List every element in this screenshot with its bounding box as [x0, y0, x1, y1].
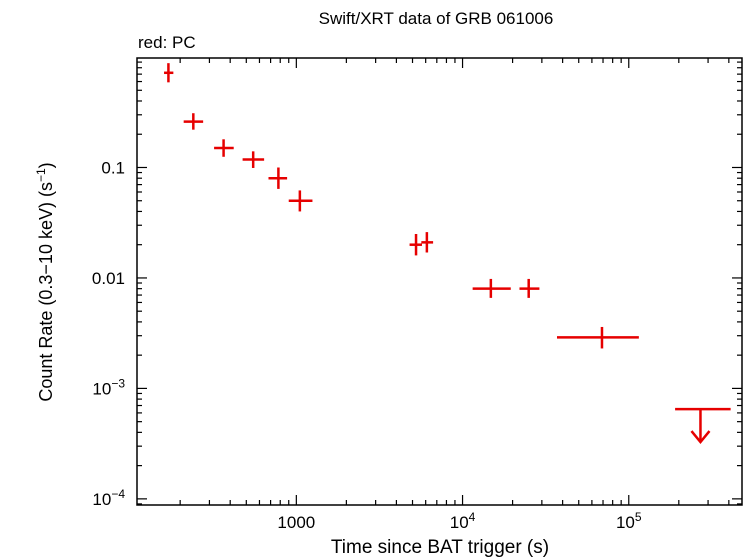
chart-title: Swift/XRT data of GRB 061006 — [319, 9, 554, 28]
y-tick-label: 10−3 — [92, 376, 125, 398]
data-point — [472, 278, 511, 298]
y-axis-label-close: ) — [36, 162, 56, 168]
data-point — [242, 151, 265, 168]
y-tick-label: 0.1 — [101, 158, 125, 177]
data-point — [268, 167, 288, 189]
x-tick-label: 1000 — [277, 513, 315, 532]
data-point — [214, 139, 234, 157]
x-axis-label: Time since BAT trigger (s) — [331, 537, 549, 558]
data-point — [164, 63, 174, 83]
data-point — [421, 232, 434, 253]
upper-limit — [675, 407, 731, 445]
data-marks — [164, 63, 731, 445]
chart-subtitle: red: PC — [138, 33, 196, 52]
data-point — [519, 278, 540, 298]
data-point — [409, 233, 422, 256]
y-axis-label-text: Count Rate (0.3−10 keV) (s — [36, 182, 56, 402]
y-axis-label: Count Rate (0.3−10 keV) (s−1) — [34, 162, 56, 401]
y-axis-label-sup: −1 — [34, 168, 48, 182]
x-tick-label: 105 — [616, 510, 642, 532]
plot-frame — [136, 57, 743, 506]
data-point — [288, 190, 313, 212]
y-tick-label: 0.01 — [92, 269, 125, 288]
y-tick-label: 10−4 — [92, 487, 125, 509]
data-point — [556, 326, 639, 349]
upper-limit-arrow-head — [690, 430, 711, 445]
data-point — [183, 113, 204, 130]
axes: 1000 104 105 0.1 0.01 10−3 10−4 — [92, 58, 742, 532]
x-tick-label: 104 — [450, 510, 476, 532]
